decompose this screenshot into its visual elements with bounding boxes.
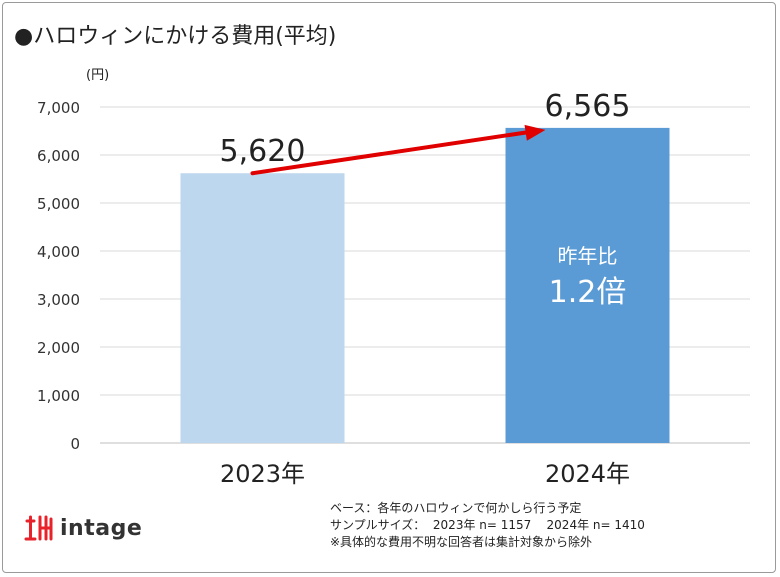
footnote-exclusion: ※具体的な費用不明な回答者は集計対象から除外 bbox=[330, 535, 593, 549]
chart-title: ●ハロウィンにかける費用(平均) bbox=[14, 24, 337, 49]
value-label: 5,620 bbox=[220, 134, 306, 169]
growth-arrow bbox=[250, 124, 546, 176]
footnote-base: ベース：各年のハロウィンで何かしら行う予定 bbox=[330, 501, 582, 515]
intage-logo-text: intage bbox=[60, 515, 143, 541]
bar-2024年 bbox=[505, 127, 670, 443]
intage-logo-icon bbox=[24, 515, 53, 541]
y-tick-label: 0 bbox=[70, 435, 80, 453]
footnote-sample-size: サンプルサイズ： 2023年 n= 1157 2024年 n= 1410 bbox=[330, 518, 645, 532]
bars bbox=[180, 127, 670, 444]
y-tick-label: 4,000 bbox=[37, 243, 80, 261]
x-tick-label: 2023年 bbox=[220, 460, 305, 488]
y-tick-label: 7,000 bbox=[37, 99, 80, 117]
y-tick-label: 3,000 bbox=[37, 291, 80, 309]
x-tick-labels: 2023年 2024年 bbox=[220, 460, 630, 488]
intage-logo: intage bbox=[24, 515, 142, 541]
value-labels: 5,620 6,565 bbox=[220, 89, 631, 169]
growth-arrow-line bbox=[250, 129, 536, 176]
y-tick-label: 2,000 bbox=[37, 339, 80, 357]
footnotes: ベース：各年のハロウィンで何かしら行う予定 サンプルサイズ： 2023年 n= … bbox=[330, 500, 645, 551]
annotation-ratio-label: 昨年比 bbox=[558, 244, 618, 268]
x-tick-label: 2024年 bbox=[545, 460, 630, 488]
y-axis-unit-label: (円) bbox=[86, 68, 110, 83]
value-label: 6,565 bbox=[545, 89, 631, 124]
bar-2023年 bbox=[180, 173, 345, 444]
growth-arrow-head bbox=[524, 124, 546, 141]
y-tick-label: 5,000 bbox=[37, 195, 80, 213]
y-tick-label: 6,000 bbox=[37, 147, 80, 165]
annotation-ratio-value: 1.2倍 bbox=[549, 275, 627, 310]
y-tick-labels: 0 1,000 2,000 3,000 4,000 5,000 6,000 7,000 bbox=[37, 99, 80, 453]
y-tick-label: 1,000 bbox=[37, 387, 80, 405]
